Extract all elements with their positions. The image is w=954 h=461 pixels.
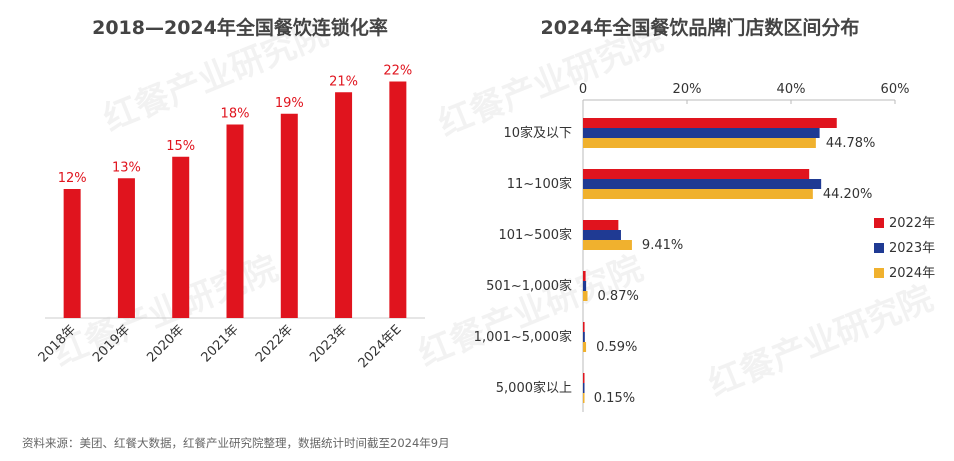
y-category-label: 501~1,000家	[486, 278, 572, 294]
y-category-label: 10家及以下	[503, 125, 572, 141]
x-tick-label: 0	[579, 82, 587, 97]
legend-swatch	[874, 243, 884, 253]
bar	[583, 128, 820, 138]
y-category-label: 101~500家	[498, 227, 572, 243]
bar	[583, 230, 621, 240]
y-category-label: 11~100家	[507, 176, 572, 192]
bar-value-label: 44.20%	[823, 187, 873, 202]
legend-swatch	[874, 218, 884, 228]
legend-label: 2023年	[889, 241, 935, 256]
bar-value-label: 13%	[112, 160, 141, 175]
x-tick-label: 2022年	[253, 322, 296, 365]
bar	[583, 179, 822, 189]
bar	[583, 332, 585, 342]
x-tick-label: 20%	[673, 82, 702, 97]
bar	[583, 169, 810, 179]
x-tick-label: 40%	[777, 82, 806, 97]
bar-value-label: 15%	[166, 139, 195, 154]
bar	[583, 291, 588, 301]
x-tick-label: 2020年	[144, 322, 187, 365]
bar-value-label: 0.15%	[594, 391, 635, 406]
bar	[226, 124, 244, 318]
bar-value-label: 21%	[329, 74, 358, 89]
x-tick-label: 2019年	[90, 322, 133, 365]
bar-value-label: 19%	[275, 96, 304, 111]
bar	[583, 281, 587, 291]
bar	[583, 138, 816, 148]
bar	[583, 240, 632, 250]
bar-value-label: 0.59%	[596, 340, 637, 355]
x-tick-label: 2024年E	[356, 322, 405, 371]
bar	[583, 322, 585, 332]
bar	[335, 92, 353, 318]
legend-swatch	[874, 268, 884, 278]
bar	[583, 342, 587, 352]
bar-value-label: 9.41%	[642, 238, 683, 253]
bar	[583, 118, 837, 128]
bar-value-label: 44.78%	[826, 136, 876, 151]
right-chart-title: 2024年全国餐饮品牌门店数区间分布	[540, 17, 860, 39]
bar	[583, 189, 813, 199]
y-category-label: 1,001~5,000家	[474, 329, 572, 345]
bar	[172, 156, 190, 318]
bar	[583, 220, 619, 230]
bar	[583, 373, 585, 383]
x-tick-label: 2021年	[199, 322, 242, 365]
bar-value-label: 0.87%	[598, 289, 639, 304]
bar-value-label: 12%	[58, 171, 87, 186]
y-category-label: 5,000家以上	[496, 380, 572, 396]
bar	[389, 81, 407, 318]
bar	[583, 383, 585, 393]
bar-value-label: 18%	[221, 107, 250, 122]
bar	[117, 178, 135, 318]
legend-label: 2024年	[889, 266, 935, 281]
bar-value-label: 22%	[383, 64, 412, 79]
x-tick-label: 2018年	[36, 322, 79, 365]
x-tick-label: 2023年	[307, 322, 350, 365]
left-chart-title: 2018—2024年全国餐饮连锁化率	[92, 17, 388, 39]
bar	[63, 189, 81, 318]
legend-label: 2022年	[889, 216, 935, 231]
bar	[280, 113, 298, 318]
bar	[583, 393, 585, 403]
x-tick-label: 60%	[881, 82, 910, 97]
bar	[583, 271, 586, 281]
source-note: 资料来源：美团、红餐大数据，红餐产业研究院整理，数据统计时间截至2024年9月	[22, 436, 450, 450]
